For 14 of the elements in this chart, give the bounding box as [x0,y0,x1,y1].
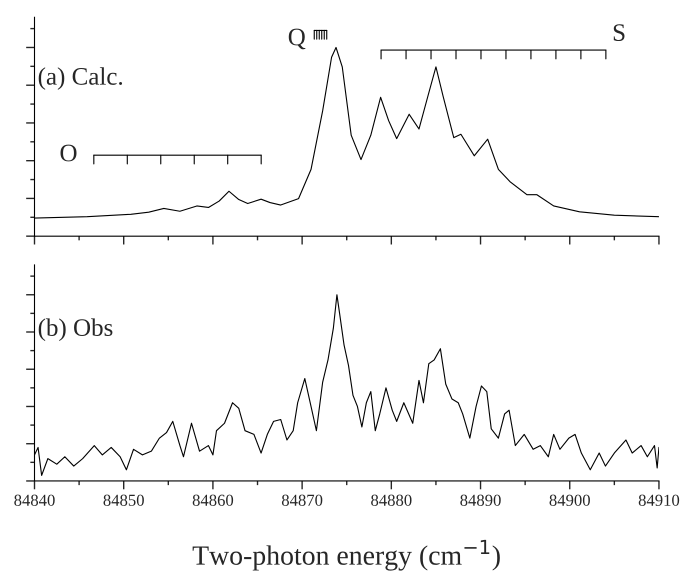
annotation: (a) Calc. [38,67,122,90]
annotation: O [60,144,77,162]
annotation: (b) Obs [38,318,112,342]
x-tick-label: 84850 [104,494,144,506]
x-tick-label: 84870 [282,494,322,506]
text: S [614,24,624,42]
x-axis-title: Two-photon energy (cm$^{−1}$) [192,540,500,571]
x-tick-label: 84910 [638,494,680,506]
x-tick-label: 84890 [460,494,501,506]
x-tick-label: 84880 [371,494,412,506]
x-tick-label: 84840 [14,494,55,506]
annotation: Q [288,28,306,50]
x-tick-label: 84860 [192,494,234,506]
x-tick-label: 84900 [550,494,590,506]
